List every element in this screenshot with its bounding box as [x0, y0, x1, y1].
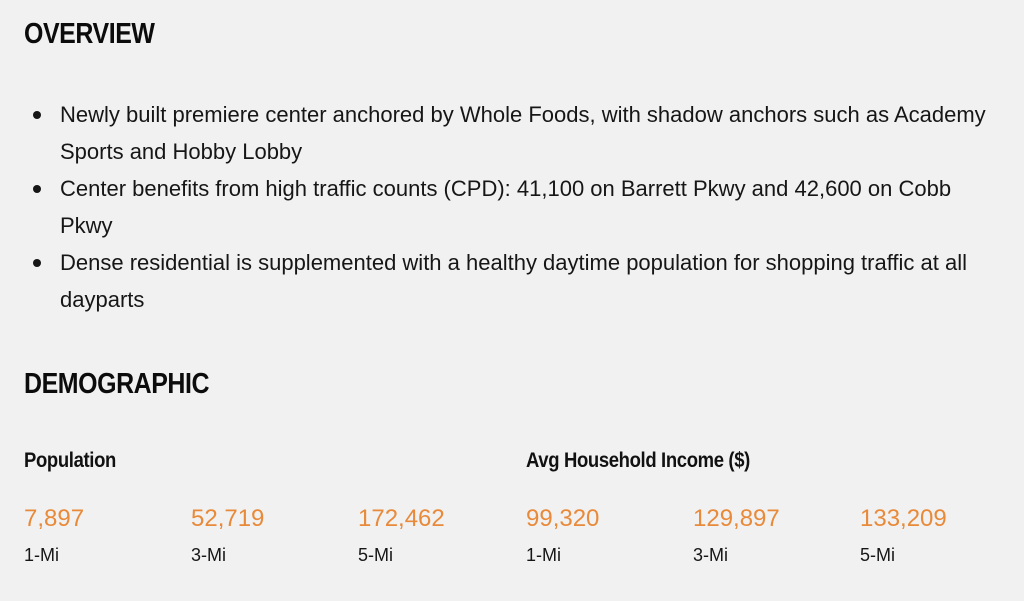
income-stat-1mi: 99,320 1-Mi — [526, 504, 686, 566]
stat-radius: 5-Mi — [860, 545, 895, 565]
stat-value: 7,897 — [24, 505, 85, 532]
overview-bullet: Newly built premiere center anchored by … — [24, 96, 1000, 170]
population-stats: Population 7,897 1-Mi 52,719 3-Mi 172,46… — [24, 448, 494, 565]
property-overview-page: OVERVIEW Newly built premiere center anc… — [24, 0, 1000, 601]
stat-radius: 5-Mi — [358, 545, 393, 565]
population-stat-1mi: 7,897 1-Mi — [24, 504, 184, 566]
overview-bullet: Center benefits from high traffic counts… — [24, 170, 1000, 244]
income-stat-3mi: 129,897 3-Mi — [693, 504, 853, 566]
stat-value: 99,320 — [526, 505, 600, 532]
population-stat-3mi: 52,719 3-Mi — [191, 504, 351, 566]
stat-radius: 3-Mi — [693, 545, 728, 565]
demographic-heading: DEMOGRAPHIC — [24, 368, 210, 400]
bullet-dot-icon — [33, 185, 41, 193]
overview-bullet-text: Center benefits from high traffic counts… — [60, 176, 952, 238]
overview-bullet-text: Dense residential is supplemented with a… — [60, 250, 968, 312]
income-stat-5mi: 133,209 5-Mi — [860, 504, 1020, 566]
population-stat-5mi: 172,462 5-Mi — [358, 504, 518, 566]
stat-value: 172,462 — [358, 505, 445, 532]
stat-radius: 1-Mi — [526, 545, 561, 565]
overview-heading: OVERVIEW — [24, 18, 155, 50]
stat-value: 129,897 — [693, 505, 780, 532]
income-stats: Avg Household Income ($) 99,320 1-Mi 129… — [526, 448, 996, 565]
stat-value: 52,719 — [191, 505, 265, 532]
population-label: Population — [24, 449, 116, 472]
overview-bullet-list: Newly built premiere center anchored by … — [24, 96, 1000, 318]
bullet-dot-icon — [33, 111, 41, 119]
overview-bullet-text: Newly built premiere center anchored by … — [60, 102, 986, 164]
stat-value: 133,209 — [860, 505, 947, 532]
stat-radius: 1-Mi — [24, 545, 59, 565]
bullet-dot-icon — [33, 259, 41, 267]
overview-bullet: Dense residential is supplemented with a… — [24, 244, 1000, 318]
income-label: Avg Household Income ($) — [526, 449, 750, 472]
stat-radius: 3-Mi — [191, 545, 226, 565]
